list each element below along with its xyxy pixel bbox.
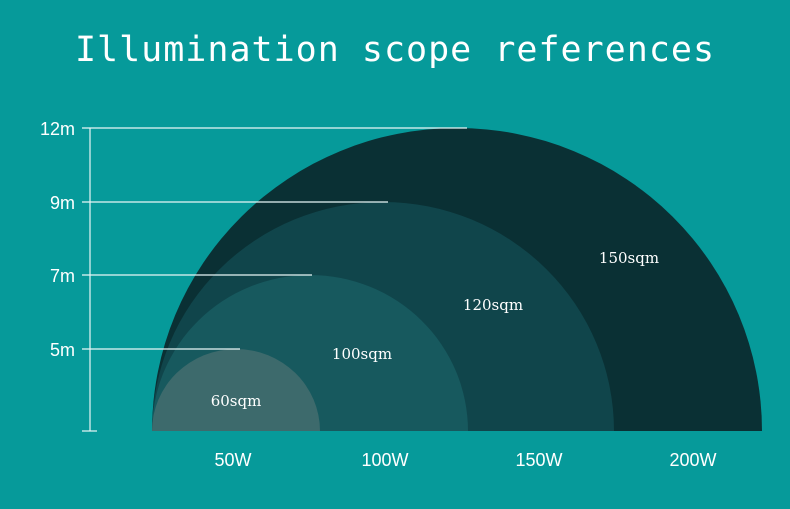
x-label-200w: 200W [669, 450, 716, 470]
y-tick-label-12m: 12m [40, 119, 75, 139]
x-label-150w: 150W [515, 450, 562, 470]
x-label-50w: 50W [214, 450, 251, 470]
x-label-100w: 100W [361, 450, 408, 470]
y-tick-label-5m: 5m [50, 340, 75, 360]
area-label-100sqm: 100sqm [332, 345, 392, 363]
area-label-120sqm: 120sqm [463, 296, 523, 314]
diagram-title: Illumination scope references [74, 30, 716, 70]
arc-60sqm [152, 349, 320, 431]
y-tick-label-9m: 9m [50, 193, 75, 213]
area-label-150sqm: 150sqm [599, 249, 659, 267]
area-label-60sqm: 60sqm [211, 392, 262, 410]
y-tick-label-7m: 7m [50, 266, 75, 286]
